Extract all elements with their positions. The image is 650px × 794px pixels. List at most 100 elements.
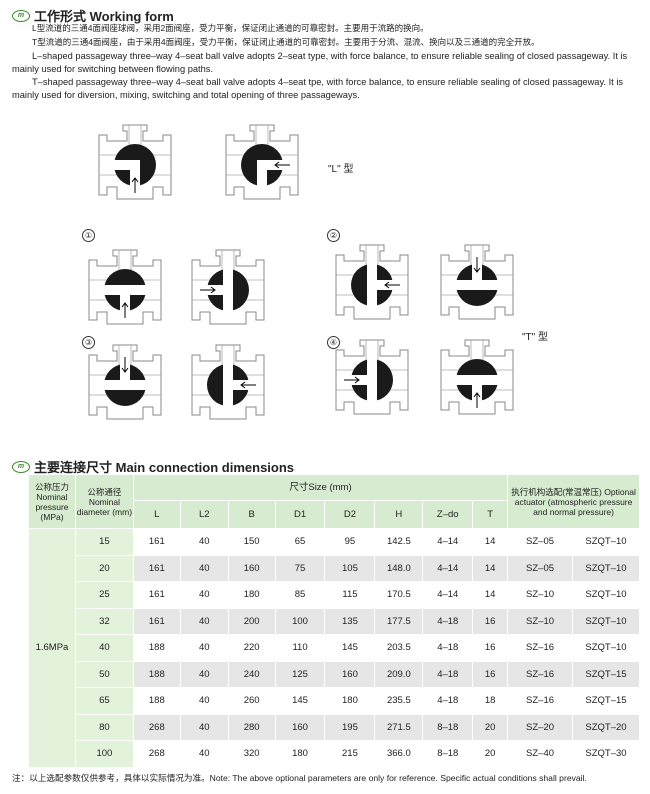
table-cell: SZQT–10 (571, 528, 641, 556)
table-cell: 177.5 (374, 607, 424, 635)
diameter-cell: 25 (74, 581, 134, 609)
header-pressure: 公称压力 Nominal pressure (MPa) (28, 474, 76, 529)
table-cell: 16 (472, 660, 509, 688)
table-cell: 280 (227, 713, 276, 741)
table-cell: 4–14 (422, 528, 474, 556)
marker-1: ① (82, 229, 95, 242)
header-col-0: L (132, 500, 181, 529)
diameter-cell: 15 (74, 528, 134, 556)
table-cell: 260 (227, 687, 276, 715)
table-row: 32 161 40 200 100 135 177.5 4–18 16 SZ–10 SZQT–10 (29, 607, 641, 635)
diameter-cell: 32 (74, 607, 134, 635)
table-cell: 40 (179, 607, 229, 635)
en-t-description: T–shaped passageway three–way 4–seat bal… (12, 77, 624, 100)
heading-text: 工作形式 Working form (34, 9, 174, 24)
footnote: 注：以上选配参数仅供参考，具体以实际情况为准。Note: The above o… (12, 773, 587, 783)
table-cell: 160 (274, 713, 326, 741)
table-row: 25 161 40 180 85 115 170.5 4–14 14 SZ–10 SZQT–10 (29, 581, 641, 609)
header-col-3: D1 (274, 500, 326, 529)
table-cell: 8–18 (422, 713, 474, 741)
table-cell: 14 (472, 528, 509, 556)
table-cell: 170.5 (374, 581, 424, 609)
table-cell: 4–18 (422, 660, 474, 688)
dimensions-heading: m 主要连接尺寸 Main connection dimensions (12, 457, 294, 476)
working-form-heading: m 工作形式 Working form (12, 6, 174, 25)
table-cell: 105 (324, 554, 376, 582)
table-cell: SZ–10 (507, 581, 573, 609)
table-cell: 268 (132, 740, 181, 768)
diameter-cell: 65 (74, 687, 134, 715)
table-cell: SZ–10 (507, 607, 573, 635)
header-col-5: H (374, 500, 424, 529)
table-cell: SZQT–10 (571, 581, 641, 609)
valve-diagram (335, 244, 409, 320)
table-row: 1.6MPa 15 161 40 150 65 95 142.5 4–14 14 SZ–05 SZQT… (28, 528, 641, 768)
l-type-label: "L" 型 (328, 164, 354, 175)
table-cell: 18 (472, 687, 509, 715)
table-cell: 161 (132, 581, 181, 609)
diameter-cell: 80 (74, 713, 134, 741)
marker-4: ④ (327, 336, 340, 349)
diameter-cell: 20 (74, 554, 134, 582)
table-cell: 4–18 (422, 687, 474, 715)
table-cell: SZQT–15 (571, 687, 641, 715)
header-col-4: D2 (324, 500, 376, 529)
table-cell: 4–14 (422, 554, 474, 582)
table-cell: SZ–40 (507, 740, 573, 768)
table-cell: 75 (274, 554, 326, 582)
en-l-description: L–shaped passageway three–way 4–seat bal… (12, 51, 628, 74)
table-cell: 145 (274, 687, 326, 715)
table-cell: 40 (179, 660, 229, 688)
marker-2: ② (327, 229, 340, 242)
table-cell: SZ–16 (507, 660, 573, 688)
table-cell: 14 (472, 554, 509, 582)
table-cell: 188 (132, 660, 181, 688)
pressure-cell: 1.6MPa (28, 528, 76, 768)
table-cell: 161 (132, 528, 181, 556)
table-row: 50 188 40 240 125 160 209.0 4–18 16 SZ–16 SZQT–15 (29, 660, 641, 688)
header-actuator: 执行机构选配(常温常压) Optional actuator (atmosphe… (507, 474, 640, 529)
valve-diagram (88, 249, 162, 325)
valve-diagram (440, 244, 514, 320)
table-cell: 160 (324, 660, 376, 688)
table-cell: 20 (472, 740, 509, 768)
table-cell: 16 (472, 607, 509, 635)
table-cell: 271.5 (374, 713, 424, 741)
brand-logo-icon: m (12, 460, 30, 473)
table-cell: SZQT–30 (571, 740, 641, 768)
diameter-cell: 100 (74, 740, 134, 768)
cn-t-description: T型流道的三通4面阀座，由于采用4面阀座，受力平衡，保证闭止通道的可靠密封。主要… (32, 37, 540, 47)
table-cell: 8–18 (422, 740, 474, 768)
table-cell: 40 (179, 581, 229, 609)
table-cell: 65 (274, 528, 326, 556)
table-cell: 180 (274, 740, 326, 768)
marker-3: ③ (82, 336, 95, 349)
table-cell: 366.0 (374, 740, 424, 768)
table-cell: 180 (227, 581, 276, 609)
table-cell: 14 (472, 581, 509, 609)
table-cell: SZQT–10 (571, 634, 641, 662)
table-cell: 16 (472, 634, 509, 662)
table-cell: 209.0 (374, 660, 424, 688)
table-cell: 40 (179, 528, 229, 556)
table-cell: 161 (132, 554, 181, 582)
valve-diagram (440, 339, 514, 415)
table-cell: 160 (227, 554, 276, 582)
table-row: 80 268 40 280 160 195 271.5 8–18 20 SZ–20 SZQT–20 (29, 713, 641, 741)
table-cell: 145 (324, 634, 376, 662)
diameter-cell: 50 (74, 660, 134, 688)
table-cell: SZQT–15 (571, 660, 641, 688)
table-cell: 40 (179, 713, 229, 741)
table-cell: SZ–16 (507, 687, 573, 715)
table-cell: 85 (274, 581, 326, 609)
table-cell: 125 (274, 660, 326, 688)
heading-text: 主要连接尺寸 Main connection dimensions (34, 460, 295, 475)
table-cell: 200 (227, 607, 276, 635)
table-cell: SZQT–10 (571, 607, 641, 635)
table-cell: 110 (274, 634, 326, 662)
table-cell: 95 (324, 528, 376, 556)
brand-logo-icon: m (12, 9, 30, 22)
table-cell: 148.0 (374, 554, 424, 582)
table-cell: 150 (227, 528, 276, 556)
